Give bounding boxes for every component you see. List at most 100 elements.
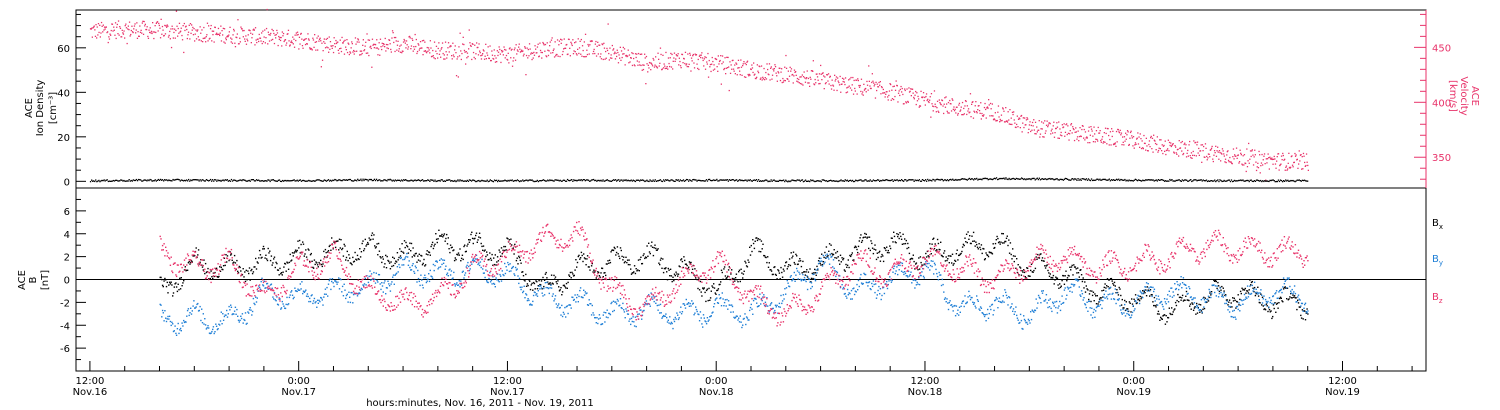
velocity-point (145, 28, 148, 31)
bx-point (404, 246, 406, 249)
velocity-point (763, 67, 765, 70)
velocity-point (1249, 158, 1251, 160)
velocity-point (640, 64, 642, 67)
bx-point (308, 249, 310, 251)
by-point (179, 329, 181, 331)
velocity-point (583, 56, 585, 58)
bx-point (240, 270, 242, 272)
bx-point (295, 251, 298, 253)
bx-point (1061, 279, 1063, 282)
bx-point (1005, 237, 1008, 239)
bx-point (805, 271, 807, 273)
velocity-point (908, 91, 911, 93)
bx-point (1089, 290, 1091, 292)
density-point (551, 179, 553, 181)
density-point (153, 180, 155, 182)
bx-point (206, 271, 208, 273)
bx-point (701, 295, 703, 297)
density-point (96, 181, 98, 183)
density-point (1141, 180, 1143, 182)
bx-point (246, 279, 248, 281)
velocity-point (643, 64, 645, 66)
velocity-point (231, 42, 234, 44)
velocity-point (1171, 143, 1174, 146)
bx-point (213, 275, 215, 278)
bx-point (1185, 290, 1188, 293)
velocity-point (1169, 144, 1171, 147)
density-point (508, 180, 510, 182)
density-point (377, 180, 379, 182)
density-point (470, 180, 473, 182)
velocity-point (1025, 124, 1027, 126)
bx-point (521, 271, 523, 273)
bx-point (253, 266, 255, 268)
velocity-point (1304, 161, 1306, 164)
density-point (867, 180, 869, 182)
velocity-point (631, 52, 633, 54)
by-point (255, 301, 258, 303)
bx-point (1075, 268, 1077, 270)
bx-point (835, 252, 837, 254)
bx-point (1119, 288, 1121, 290)
velocity-point (792, 73, 794, 76)
velocity-point (584, 33, 587, 35)
velocity-point (929, 96, 931, 98)
velocity-point (863, 89, 866, 91)
bx-point (940, 241, 942, 243)
by-point (165, 320, 168, 323)
velocity-point (905, 102, 908, 104)
velocity-point (262, 41, 265, 43)
velocity-point (586, 53, 589, 56)
velocity-point (235, 36, 237, 38)
velocity-point (691, 60, 693, 62)
velocity-point (709, 66, 711, 68)
velocity-point (859, 84, 861, 87)
density-point (300, 180, 303, 182)
bx-point (421, 255, 423, 257)
legend-bz: Bz (1432, 292, 1443, 305)
density-point (194, 179, 196, 181)
by-point (311, 294, 313, 296)
velocity-point (725, 73, 727, 75)
velocity-point (1185, 144, 1187, 146)
bx-point (363, 249, 365, 252)
velocity-point (463, 43, 465, 46)
velocity-point (1122, 141, 1124, 143)
velocity-point (209, 28, 212, 30)
velocity-point (154, 25, 156, 27)
bx-point (1059, 283, 1061, 285)
velocity-point (117, 20, 120, 22)
velocity-point (321, 59, 324, 61)
velocity-point (1043, 136, 1045, 138)
by-point (302, 292, 304, 295)
bx-point (1174, 308, 1176, 310)
velocity-point (616, 49, 618, 51)
velocity-point (1002, 107, 1004, 109)
bx-point (229, 251, 231, 253)
bx-point (803, 271, 806, 273)
bx-point (651, 241, 653, 243)
bx-point (527, 284, 529, 287)
bx-point (478, 232, 481, 234)
density-point (517, 180, 520, 182)
bx-point (167, 292, 169, 294)
velocity-point (243, 29, 245, 32)
velocity-point (530, 52, 533, 54)
density-point (541, 179, 544, 181)
bx-point (1019, 266, 1021, 268)
density-point (146, 180, 148, 182)
density-point (843, 180, 845, 182)
velocity-point (819, 82, 821, 85)
velocity-point (189, 23, 192, 25)
bx-point (1026, 267, 1029, 269)
velocity-point (106, 31, 108, 34)
by-point (262, 285, 265, 287)
velocity-point (821, 72, 824, 75)
density-point (432, 179, 434, 181)
velocity-point (827, 73, 830, 75)
density-point (489, 179, 491, 181)
bx-point (814, 268, 816, 271)
density-point (212, 179, 214, 181)
density-point (188, 178, 190, 181)
velocity-point (1108, 134, 1110, 137)
